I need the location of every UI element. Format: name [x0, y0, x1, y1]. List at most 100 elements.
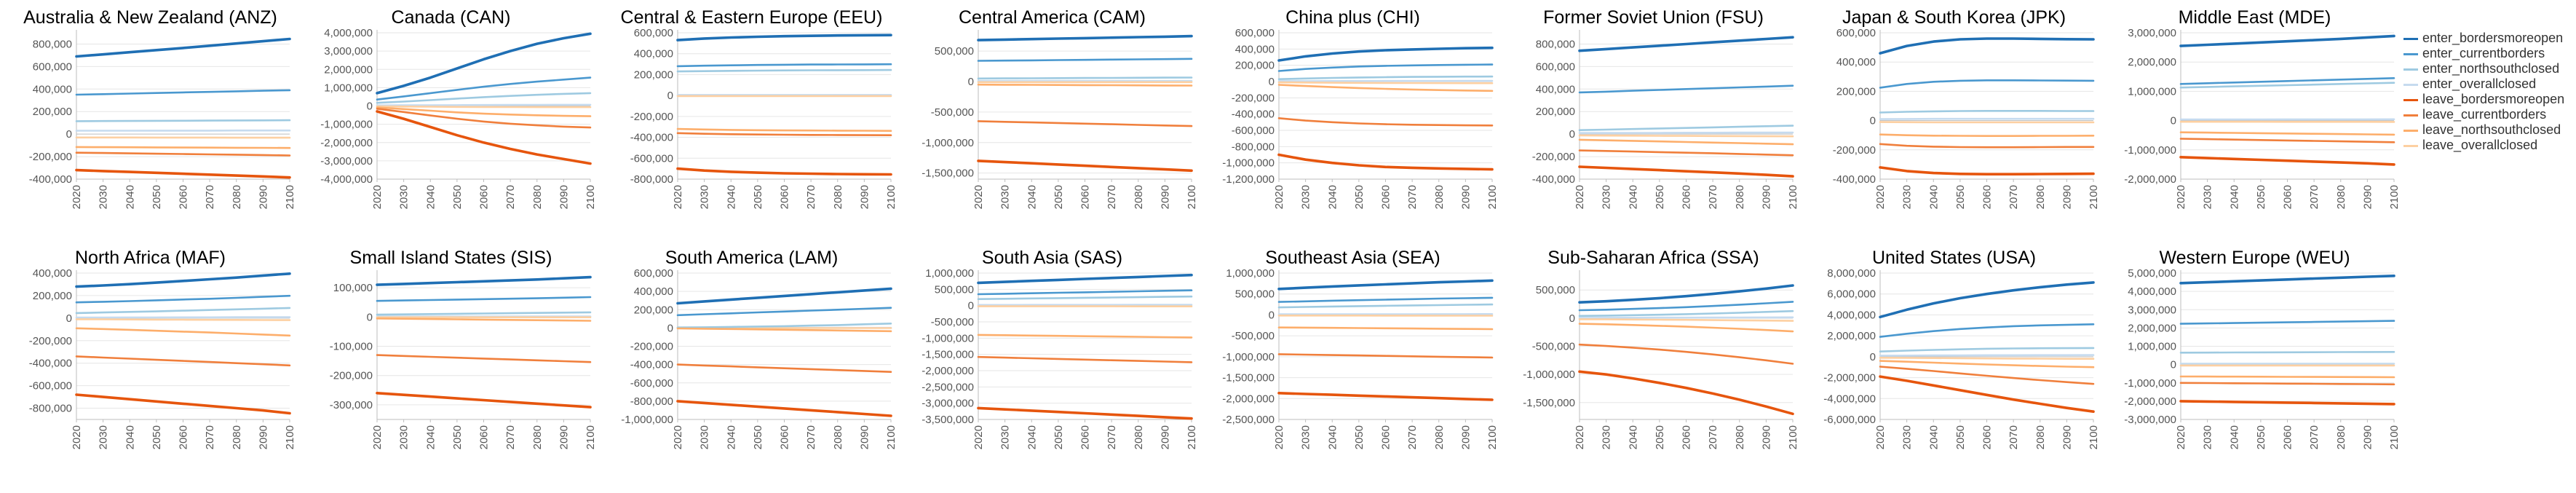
y-tick-label: -600,000 [630, 152, 673, 165]
x-tick-label: 2040 [124, 185, 136, 209]
series-line-leave-northsouthclosed [1578, 138, 1794, 146]
y-tick-label: -500,000 [931, 106, 974, 119]
x-tick-label: 2050 [1353, 425, 1366, 449]
x-tick-label: 2040 [1026, 425, 1038, 449]
y-tick-label: 1,000,000 [2128, 341, 2176, 353]
x-tick-label: 2060 [2282, 425, 2294, 449]
x-tick-label: 2040 [1326, 185, 1339, 209]
x-tick-label: 2040 [2228, 425, 2240, 449]
y-tick-label: 2,000,000 [2128, 322, 2176, 334]
legend-label: enter_northsouthclosed [2422, 61, 2560, 76]
y-tick-label: 8,000,000 [1827, 267, 1876, 280]
x-tick-label: 2080 [832, 425, 844, 449]
series-line-leave-currentborders [2179, 382, 2395, 386]
y-tick-label: 400,000 [1836, 56, 1876, 68]
y-tick-label: -2,000,000 [2124, 173, 2176, 186]
y-tick-label: 0 [968, 300, 974, 312]
series-line-enter-northsouthclosed [1578, 125, 1794, 131]
series-line-enter-overallclosed [1879, 354, 2095, 357]
panel-plot: -400,000 -200,000 0 200,000 400,000 600,000 80… [29, 30, 296, 209]
legend-swatch [2403, 145, 2418, 147]
y-tick-label: 200,000 [1836, 85, 1876, 98]
y-tick-label: 0 [367, 100, 373, 113]
x-tick-label: 2100 [1186, 425, 1198, 449]
x-tick-label: 2090 [2061, 425, 2073, 449]
y-tick-label: 800,000 [33, 38, 72, 50]
series-line-leave-overallclosed [1578, 134, 1794, 138]
series-line-leave-bordersmoreopen [75, 168, 291, 179]
y-tick-label: 1,000,000 [2128, 85, 2176, 98]
x-tick-label: 2090 [2061, 185, 2073, 209]
series-line-enter-northsouthclosed [2179, 82, 2395, 89]
y-tick-label: 3,000,000 [324, 45, 373, 58]
series-line-enter-currentborders [1277, 296, 1494, 303]
series-line-enter-currentborders [676, 307, 892, 317]
chart-panel: Central & Eastern Europe (EEU) -800,000 -6… [601, 6, 902, 230]
legend-label: leave_bordersmoreopen [2422, 92, 2565, 106]
x-tick-label: 2020 [972, 425, 985, 449]
y-tick-label: -1,000,000 [2124, 144, 2176, 157]
y-tick-label: -400,000 [630, 359, 673, 371]
y-tick-label: 500,000 [1536, 284, 1575, 296]
series-line-leave-bordersmoreopen [1277, 392, 1494, 401]
x-tick-label: 2060 [779, 425, 791, 449]
x-tick-label: 2030 [999, 425, 1012, 449]
x-tick-label: 2080 [1133, 425, 1145, 449]
panel-plot: -2,500,000 -2,000,000 -1,500,000 -1,000,000… [1222, 267, 1499, 449]
panel-plot: -1,500,000 -1,000,000 -500,000 0 500,000 2020… [922, 30, 1198, 209]
series-line-enter-currentborders [676, 63, 892, 68]
x-tick-label: 2040 [725, 425, 737, 449]
chart-panel: South America (LAM) -1,000,000 -800,000 -60… [601, 246, 902, 470]
x-tick-label: 2070 [204, 425, 216, 449]
series-line-enter-bordersmoreopen [75, 37, 291, 58]
series-line-leave-bordersmoreopen [977, 159, 1193, 173]
y-tick-label: 400,000 [1235, 43, 1275, 55]
x-tick-label: 2020 [672, 425, 684, 449]
x-tick-label: 2040 [124, 425, 136, 449]
x-tick-label: 2080 [231, 185, 243, 209]
series-line-leave-northsouthclosed [2179, 131, 2395, 136]
chart-panel: United States (USA) -6,000,000 -4,000,000-… [1804, 246, 2104, 470]
y-tick-label: -1,000,000 [621, 414, 673, 426]
y-tick-label: -1,000,000 [1222, 157, 1275, 170]
y-tick-label: 2,000,000 [324, 63, 373, 76]
x-tick-label: 2030 [398, 425, 411, 449]
x-tick-label: 2030 [2202, 425, 2214, 449]
x-tick-label: 2100 [2388, 425, 2401, 449]
series-line-leave-northsouthclosed [676, 327, 892, 333]
series-line-leave-bordersmoreopen [2179, 156, 2395, 166]
x-tick-label: 2090 [2361, 185, 2374, 209]
chart-panel: Middle East (MDE) -2,000,000 -1,000,000 0 1,… [2104, 6, 2405, 230]
x-tick-label: 2060 [478, 425, 491, 449]
x-tick-label: 2050 [1654, 185, 1666, 209]
series-line-enter-currentborders [2179, 320, 2395, 325]
y-tick-label: 600,000 [634, 267, 673, 280]
y-tick-label: 600,000 [634, 27, 673, 39]
series-line-leave-currentborders [376, 354, 592, 363]
y-tick-label: -600,000 [630, 377, 673, 390]
x-tick-label: 2020 [371, 425, 384, 449]
y-tick-label: 200,000 [1536, 106, 1575, 118]
x-tick-label: 2080 [2034, 425, 2047, 449]
x-tick-label: 2020 [1273, 425, 1285, 449]
x-tick-label: 2090 [558, 185, 570, 209]
series-line-leave-currentborders [2179, 138, 2395, 143]
y-tick-label: 600,000 [1836, 27, 1876, 39]
panel-title: Middle East (MDE) [2178, 7, 2331, 28]
x-tick-label: 2050 [1954, 185, 1967, 209]
x-tick-label: 2100 [2088, 185, 2100, 209]
series-line-enter-northsouthclosed [1879, 110, 2095, 114]
chart-panel: Southeast Asia (SEA) -2,500,000 -2,000,000… [1202, 246, 1503, 470]
panel-plot: -6,000,000 -4,000,000 -2,000,000 0 2,000,000… [1823, 267, 2100, 449]
series-line-enter-currentborders [977, 58, 1193, 62]
series-line-leave-northsouthclosed [977, 83, 1193, 87]
series-line-enter-northsouthclosed [376, 92, 592, 104]
y-tick-label: 400,000 [634, 285, 673, 298]
y-tick-label: -400,000 [1232, 109, 1275, 121]
series-line-leave-currentborders [676, 132, 892, 136]
y-tick-label: 200,000 [1235, 60, 1275, 72]
y-tick-label: -500,000 [1232, 330, 1275, 342]
series-line-enter-overallclosed [376, 103, 592, 106]
series-line-leave-currentborders [1578, 343, 1794, 365]
